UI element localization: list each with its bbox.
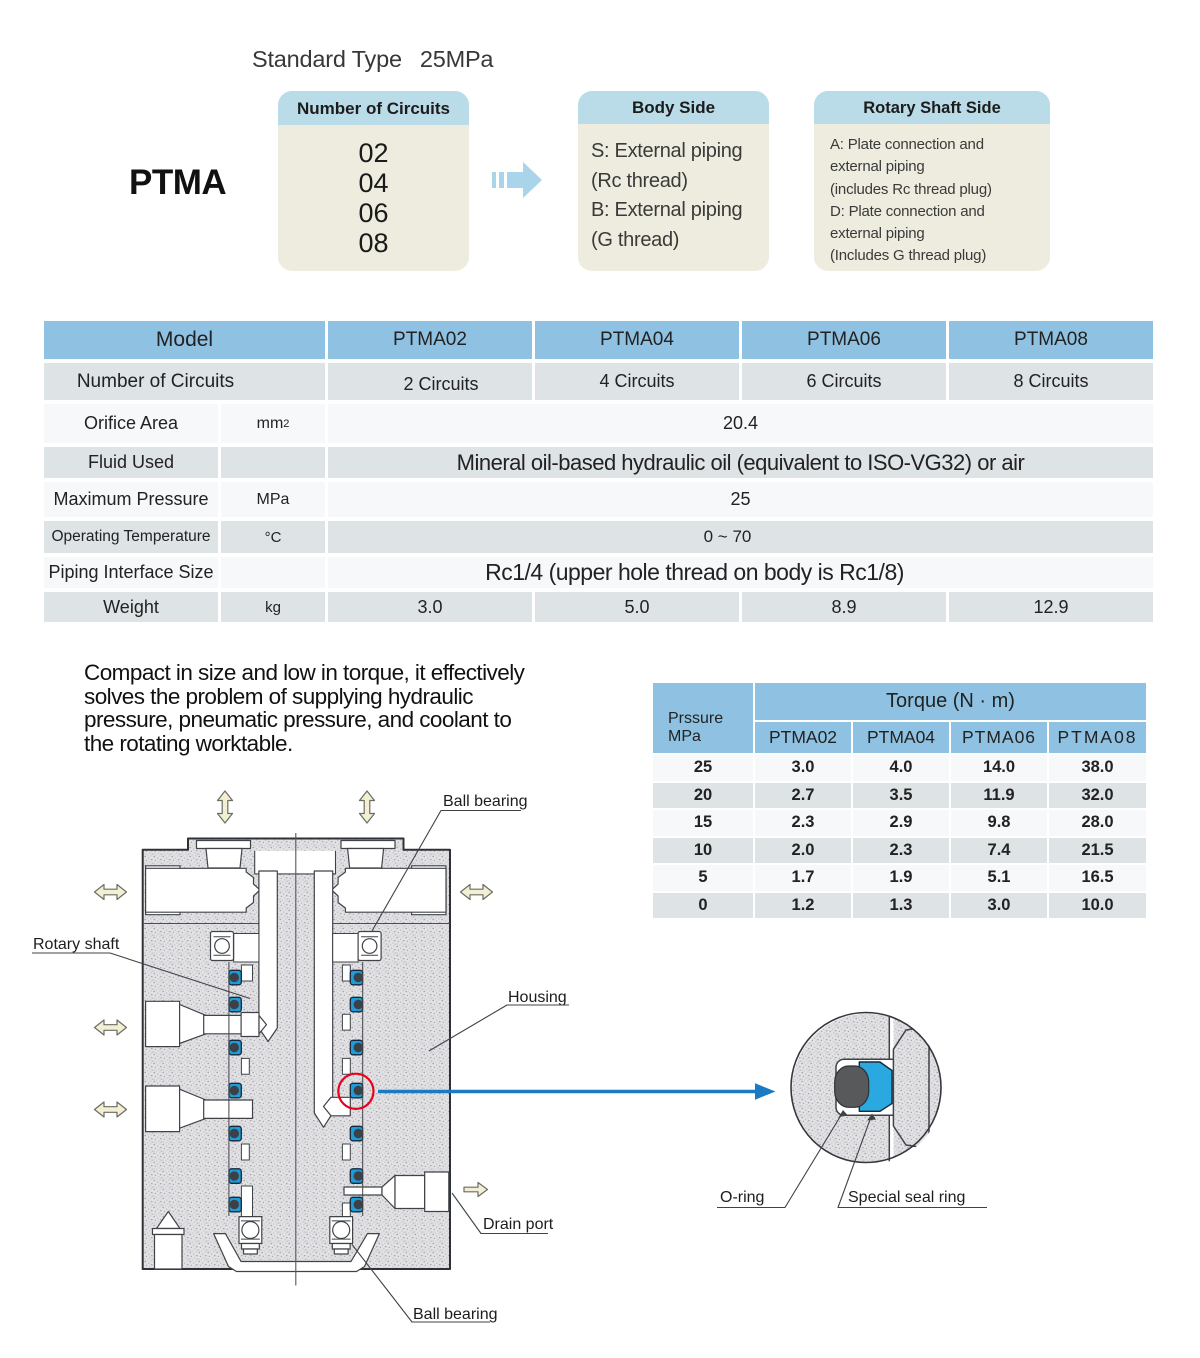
svg-text:Special seal ring: Special seal ring [848, 1189, 965, 1206]
svg-text:Ball bearing: Ball bearing [413, 1306, 498, 1323]
svg-text:Drain port: Drain port [483, 1216, 554, 1233]
svg-text:Rotary shaft: Rotary shaft [33, 936, 120, 953]
svg-text:O-ring: O-ring [720, 1189, 764, 1206]
svg-text:Ball bearing: Ball bearing [443, 793, 528, 810]
svg-text:Housing: Housing [508, 989, 567, 1006]
